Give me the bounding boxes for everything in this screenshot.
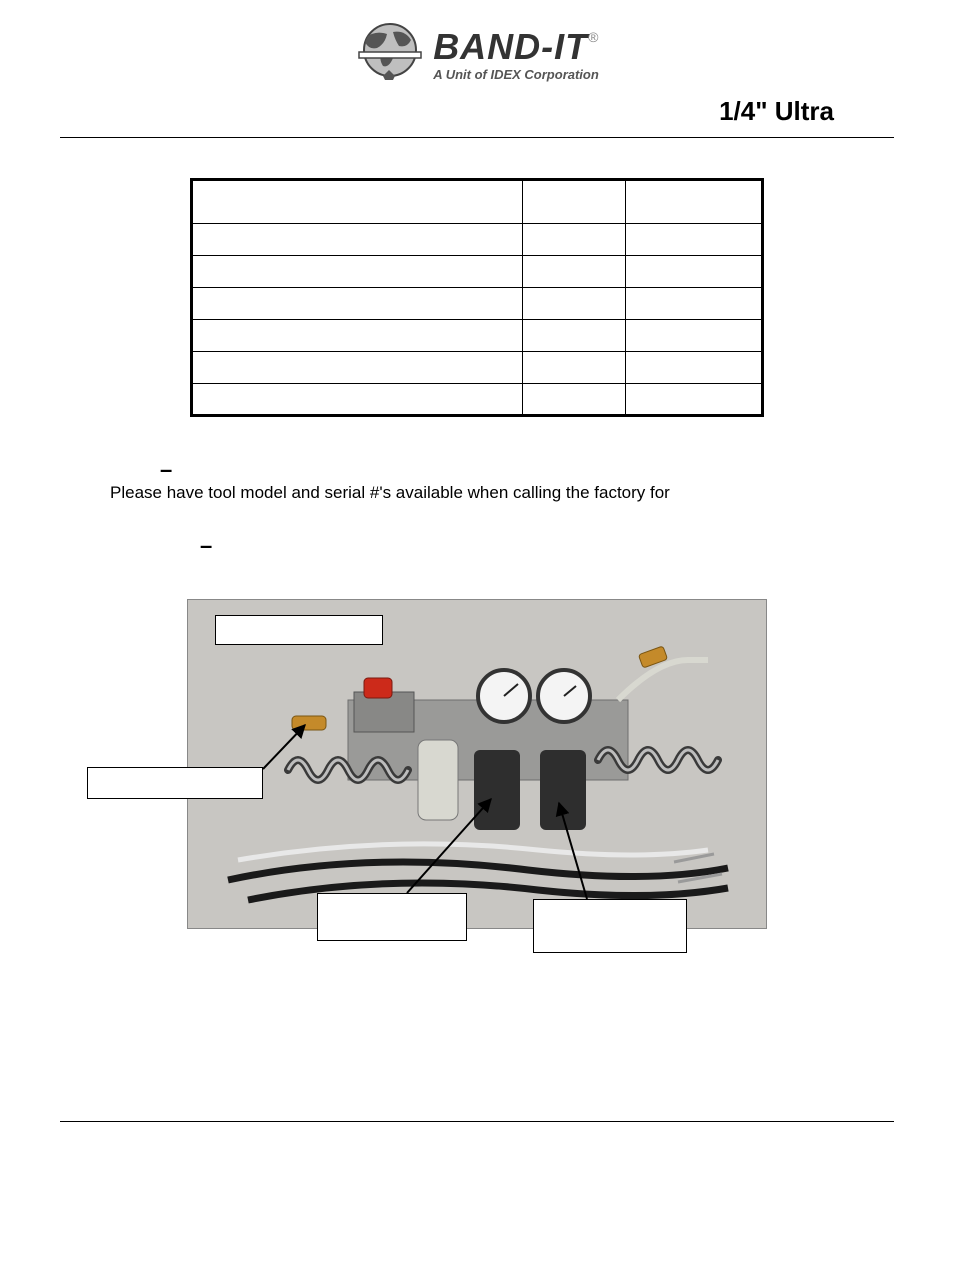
brand-block: BAND-IT® A Unit of IDEX Corporation — [433, 29, 599, 82]
table-row — [192, 384, 762, 416]
table-row — [192, 320, 762, 352]
top-rule — [60, 137, 894, 138]
brand-name-text: BAND-IT — [433, 26, 588, 67]
figure — [187, 599, 767, 959]
spec-table — [190, 178, 763, 417]
table-row — [192, 352, 762, 384]
callout-left — [87, 767, 263, 799]
callout-bottom-right — [533, 899, 687, 953]
header: BAND-IT® A Unit of IDEX Corporation 1/4"… — [60, 20, 894, 127]
air-prep-photo — [187, 599, 767, 929]
callout-bottom-left — [317, 893, 467, 941]
note-dash: – — [100, 457, 854, 483]
content-area: – Please have tool model and serial #'s … — [60, 178, 894, 959]
table-row — [192, 180, 762, 224]
callout-top — [215, 615, 383, 645]
table-row — [192, 288, 762, 320]
table-row — [192, 256, 762, 288]
note-text: Please have tool model and serial #'s av… — [100, 483, 854, 503]
model-title: 1/4" Ultra — [719, 96, 834, 127]
globe-icon — [355, 20, 425, 90]
bottom-rule — [60, 1121, 894, 1122]
brand-name: BAND-IT® — [433, 29, 599, 65]
registered-mark: ® — [588, 29, 598, 45]
table-row — [192, 224, 762, 256]
logo-row: BAND-IT® A Unit of IDEX Corporation — [355, 20, 599, 90]
note-dash-2: – — [100, 533, 854, 559]
brand-subtitle: A Unit of IDEX Corporation — [433, 67, 599, 82]
